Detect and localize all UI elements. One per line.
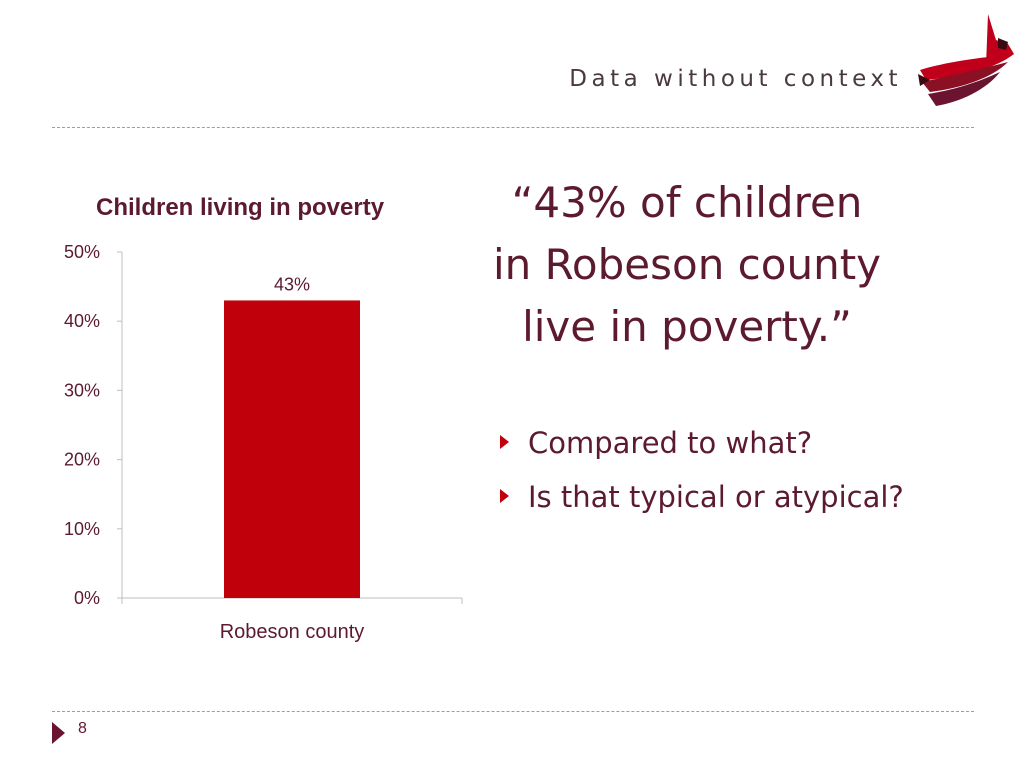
chart-title: Children living in poverty — [96, 194, 385, 221]
bar-data-label: 43% — [274, 274, 310, 294]
y-tick-label: 20% — [64, 450, 100, 470]
y-tick-label: 40% — [64, 311, 100, 331]
footer-arrow-icon — [52, 722, 65, 744]
bar — [224, 300, 360, 598]
bar-chart: 0% 10% 20% 30% 40% 50% 43% Robeson county — [64, 242, 463, 643]
slide-header-title: Data without context — [569, 66, 902, 92]
page-number: 8 — [78, 720, 87, 737]
x-category-label: Robeson county — [220, 621, 365, 643]
cardinal-logo-icon — [918, 14, 1014, 106]
bottom-divider — [52, 711, 974, 712]
bullet-item: Is that typical or atypical? — [498, 470, 904, 524]
y-tick-label: 30% — [64, 380, 100, 400]
bullet-list: Compared to what? Is that typical or aty… — [498, 416, 904, 524]
bullet-item: Compared to what? — [498, 416, 904, 470]
y-tick-label: 50% — [64, 242, 100, 262]
bullet-text: Compared to what? — [528, 426, 813, 460]
y-tick-label: 0% — [74, 588, 100, 608]
bullet-triangle-icon — [500, 489, 509, 503]
quote-text: “43% of children in Robeson county live … — [492, 178, 882, 351]
top-divider — [52, 127, 974, 128]
bullet-text: Is that typical or atypical? — [528, 480, 904, 514]
bullet-triangle-icon — [500, 435, 509, 449]
y-tick-label: 10% — [64, 519, 100, 539]
